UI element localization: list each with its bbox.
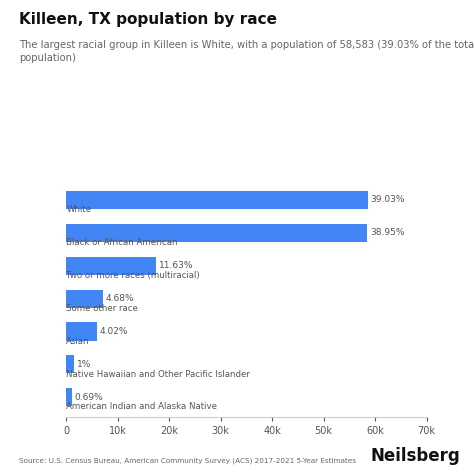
Bar [66, 191, 368, 209]
Bar [66, 388, 72, 406]
Text: Killeen, TX population by race: Killeen, TX population by race [19, 12, 277, 27]
Text: Asian: Asian [66, 337, 90, 346]
Text: American Indian and Alaska Native: American Indian and Alaska Native [66, 402, 218, 411]
Text: Source: U.S. Census Bureau, American Community Survey (ACS) 2017-2021 5-Year Est: Source: U.S. Census Bureau, American Com… [19, 457, 356, 464]
Bar [66, 322, 98, 340]
Text: Black or African American: Black or African American [66, 238, 178, 247]
Bar [66, 257, 156, 275]
Text: White: White [66, 205, 91, 214]
Text: Native Hawaiian and Other Pacific Islander: Native Hawaiian and Other Pacific Island… [66, 370, 250, 379]
Text: The largest racial group in Killeen is White, with a population of 58,583 (39.03: The largest racial group in Killeen is W… [19, 40, 474, 64]
Text: 39.03%: 39.03% [370, 195, 405, 204]
Text: 4.02%: 4.02% [100, 327, 128, 336]
Bar [66, 290, 102, 308]
Text: 38.95%: 38.95% [370, 228, 404, 237]
Text: 0.69%: 0.69% [74, 393, 103, 402]
Text: Two or more races (multiracial): Two or more races (multiracial) [66, 271, 200, 280]
Text: 1%: 1% [77, 360, 91, 369]
Text: Neilsberg: Neilsberg [370, 447, 460, 465]
Text: Some other race: Some other race [66, 304, 138, 313]
Text: 11.63%: 11.63% [159, 261, 193, 270]
Bar [66, 224, 367, 242]
Bar [66, 356, 74, 374]
Text: 4.68%: 4.68% [105, 294, 134, 303]
